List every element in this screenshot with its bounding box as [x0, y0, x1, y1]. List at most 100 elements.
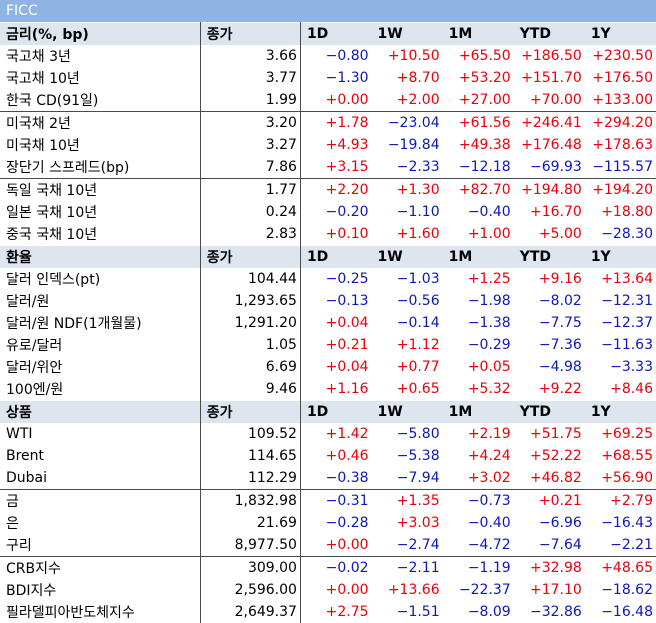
change-w1: −7.94: [396, 470, 440, 486]
change-y1: −115.57: [592, 159, 653, 175]
change-w1: +0.77: [396, 359, 440, 375]
change-m1: −0.73: [442, 489, 514, 512]
section-header: 환율 종가 1D 1W 1M YTD 1Y: [0, 245, 656, 268]
close-value: 3.20: [200, 111, 301, 134]
change-ytd: +9.22: [538, 381, 582, 397]
row-label: 일본 국채 10년: [0, 201, 201, 223]
column-header: 종가: [200, 245, 301, 268]
table-row: CRB지수 309.00 −0.02 −2.11 −1.19 +32.98 +48.65: [0, 556, 656, 579]
change-d1: −0.80: [325, 48, 369, 64]
close-value: 112.29: [200, 467, 301, 490]
column-header: YTD: [513, 245, 585, 268]
change-ytd: −69.93: [530, 159, 582, 175]
change-y1: −2.21: [610, 537, 653, 553]
change-d1: +3.15: [325, 159, 369, 175]
market-table: 금리(%, bp) 종가 1D 1W 1M YTD 1Y 국고채 3년 3.66 −0.80 +10…: [0, 22, 656, 623]
row-label: 독일 국채 10년: [0, 178, 201, 201]
row-label: 달러 인덱스(pt): [0, 268, 201, 290]
change-m1: +2.19: [467, 426, 511, 442]
change-m1: +1.00: [467, 226, 511, 242]
change-y1: +176.50: [592, 70, 653, 86]
change-w1: −5.38: [396, 448, 440, 464]
change-m1: −8.09: [467, 604, 511, 620]
section-title: 금리(%, bp): [0, 22, 201, 45]
change-y1: +13.64: [601, 271, 653, 287]
change-w1: −2.33: [396, 159, 440, 175]
row-label: Dubai: [0, 467, 201, 490]
close-value: 8,977.50: [200, 534, 301, 557]
table-row: 금 1,832.98 −0.31 +1.35 −0.73 +0.21 +2.79: [0, 489, 656, 512]
close-value: 2.83: [200, 223, 301, 246]
section-header: 상품 종가 1D 1W 1M YTD 1Y: [0, 400, 656, 423]
change-d1: −0.31: [300, 489, 372, 512]
row-label: 국고채 3년: [0, 45, 201, 67]
change-d1: +2.20: [300, 178, 372, 201]
change-y1: −16.43: [601, 515, 653, 531]
change-ytd: +17.10: [530, 582, 582, 598]
row-label: 미국채 10년: [0, 134, 201, 156]
change-ytd: −7.75: [538, 315, 582, 331]
change-ytd: +9.16: [538, 271, 582, 287]
change-m1: −1.19: [442, 556, 514, 579]
change-d1: +0.00: [325, 92, 369, 108]
table-row: 장단기 스프레드(bp) 7.86 +3.15 −2.33 −12.18 −69.93 −1…: [0, 156, 656, 179]
change-ytd: +16.70: [530, 204, 582, 220]
close-value: 1.05: [200, 334, 301, 356]
change-m1: +27.00: [458, 92, 511, 108]
change-y1: +2.79: [584, 489, 656, 512]
close-value: 3.77: [200, 67, 301, 89]
column-header: 1W: [371, 22, 443, 45]
change-d1: +0.00: [325, 537, 369, 553]
change-w1: +1.60: [396, 226, 440, 242]
change-w1: +3.03: [396, 515, 440, 531]
change-m1: −4.72: [467, 537, 511, 553]
table-row: 은 21.69 −0.28 +3.03 −0.40 −6.96 −16.43: [0, 512, 656, 534]
change-w1: −2.74: [396, 537, 440, 553]
panel-title: FICC: [0, 0, 656, 22]
change-y1: +194.20: [584, 178, 656, 201]
column-header: 1M: [442, 245, 514, 268]
table-row: 구리 8,977.50 +0.00 −2.74 −4.72 −7.64 −2.21: [0, 534, 656, 557]
change-ytd: −7.64: [538, 537, 582, 553]
column-header: 1W: [371, 245, 443, 268]
change-d1: −0.28: [325, 515, 369, 531]
change-ytd: +70.00: [530, 92, 582, 108]
change-d1: +0.00: [325, 582, 369, 598]
close-value: 2,649.37: [200, 601, 301, 623]
change-m1: +3.02: [467, 470, 511, 486]
row-label: 은: [0, 512, 201, 534]
change-w1: +1.12: [396, 337, 440, 353]
change-ytd: +52.22: [530, 448, 582, 464]
column-header: 1D: [300, 245, 372, 268]
change-d1: +2.75: [325, 604, 369, 620]
table-row: 유로/달러 1.05 +0.21 +1.12 −0.29 −7.36 −11.63: [0, 334, 656, 356]
column-header: 1Y: [584, 245, 656, 268]
change-y1: +8.46: [610, 381, 653, 397]
change-y1: +48.65: [584, 556, 656, 579]
change-d1: −0.20: [325, 204, 369, 220]
change-w1: +8.70: [396, 70, 440, 86]
change-y1: +68.55: [601, 448, 653, 464]
table-row: 국고채 10년 3.77 −1.30 +8.70 +53.20 +151.70 +176.5…: [0, 67, 656, 89]
change-w1: −1.10: [396, 204, 440, 220]
close-value: 1.99: [200, 89, 301, 112]
change-d1: −0.38: [325, 470, 369, 486]
change-ytd: +186.50: [521, 48, 582, 64]
column-header: 1M: [442, 400, 514, 423]
close-value: 1.77: [200, 178, 301, 201]
close-value: 109.52: [200, 423, 301, 445]
change-ytd: +151.70: [521, 70, 582, 86]
change-d1: +0.46: [325, 448, 369, 464]
close-value: 2,596.00: [200, 579, 301, 601]
close-value: 6.69: [200, 356, 301, 378]
change-d1: +0.21: [325, 337, 369, 353]
change-w1: −19.84: [387, 137, 440, 153]
close-value: 114.65: [200, 445, 301, 467]
row-label: 금: [0, 489, 201, 512]
change-ytd: +246.41: [513, 111, 585, 134]
change-y1: +230.50: [592, 48, 653, 64]
change-d1: +1.78: [300, 111, 372, 134]
change-y1: −18.62: [601, 582, 653, 598]
change-y1: −12.37: [601, 315, 653, 331]
